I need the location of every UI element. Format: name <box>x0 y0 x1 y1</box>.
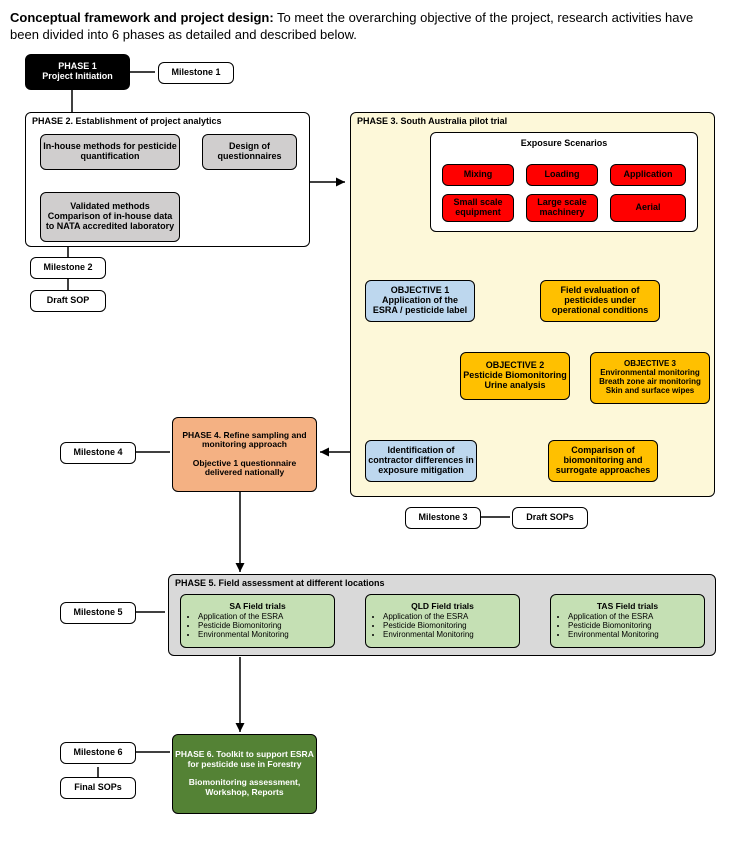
phase4-box: PHASE 4. Refine sampling and monitoring … <box>172 417 317 492</box>
diagram-canvas: PHASE 1 Project Initiation Milestone 1 P… <box>10 52 720 842</box>
exp-smallscale: Small scale equipment <box>442 194 514 222</box>
final-sops: Final SOPs <box>60 777 136 799</box>
objective-3: OBJECTIVE 3 Environmental monitoring Bre… <box>590 352 710 404</box>
p2-validated: Validated methods Comparison of in-house… <box>40 192 180 242</box>
qld-list: Application of the ESRA Pesticide Biomon… <box>383 613 474 639</box>
milestone-6: Milestone 6 <box>60 742 136 764</box>
comparison-box: Comparison of biomonitoring and surrogat… <box>548 440 658 482</box>
exp-title: Exposure Scenarios <box>521 139 608 149</box>
draft-sop: Draft SOP <box>30 290 106 312</box>
qld-b3: Environmental Monitoring <box>383 631 474 640</box>
exp-application: Application <box>610 164 686 186</box>
exp-aerial: Aerial <box>610 194 686 222</box>
intro-bold: Conceptual framework and project design: <box>10 10 274 25</box>
objective-2: OBJECTIVE 2 Pesticide Biomonitoring Urin… <box>460 352 570 400</box>
sa-field-trials: SA Field trials Application of the ESRA … <box>180 594 335 648</box>
draft-sops-3: Draft SOPs <box>512 507 588 529</box>
milestone-3: Milestone 3 <box>405 507 481 529</box>
exp-loading: Loading <box>526 164 598 186</box>
phase6-box: PHASE 6. Toolkit to support ESRA for pes… <box>172 734 317 814</box>
sa-title: SA Field trials <box>229 602 285 611</box>
sa-list: Application of the ESRA Pesticide Biomon… <box>198 613 289 639</box>
qld-title: QLD Field trials <box>411 602 474 611</box>
tas-field-trials: TAS Field trials Application of the ESRA… <box>550 594 705 648</box>
phase5-title: PHASE 5. Field assessment at different l… <box>175 578 385 588</box>
id-contractor-diff: Identification of contractor differences… <box>365 440 477 482</box>
tas-b3: Environmental Monitoring <box>568 631 659 640</box>
p2-design-q: Design of questionnaires <box>202 134 297 170</box>
milestone-4: Milestone 4 <box>60 442 136 464</box>
exp-largescale: Large scale machinery <box>526 194 598 222</box>
sa-b3: Environmental Monitoring <box>198 631 289 640</box>
milestone-2: Milestone 2 <box>30 257 106 279</box>
phase3-title: PHASE 3. South Australia pilot trial <box>357 116 507 126</box>
phase2-title: PHASE 2. Establishment of project analyt… <box>32 116 222 126</box>
milestone-1: Milestone 1 <box>158 62 234 84</box>
field-eval: Field evaluation of pesticides under ope… <box>540 280 660 322</box>
p2-inhouse: In-house methods for pesticide quantific… <box>40 134 180 170</box>
tas-title: TAS Field trials <box>597 602 658 611</box>
tas-list: Application of the ESRA Pesticide Biomon… <box>568 613 659 639</box>
milestone-5: Milestone 5 <box>60 602 136 624</box>
intro-text: Conceptual framework and project design:… <box>10 10 720 44</box>
objective-1: OBJECTIVE 1 Application of the ESRA / pe… <box>365 280 475 322</box>
qld-field-trials: QLD Field trials Application of the ESRA… <box>365 594 520 648</box>
phase1-box: PHASE 1 Project Initiation <box>25 54 130 90</box>
exp-mixing: Mixing <box>442 164 514 186</box>
